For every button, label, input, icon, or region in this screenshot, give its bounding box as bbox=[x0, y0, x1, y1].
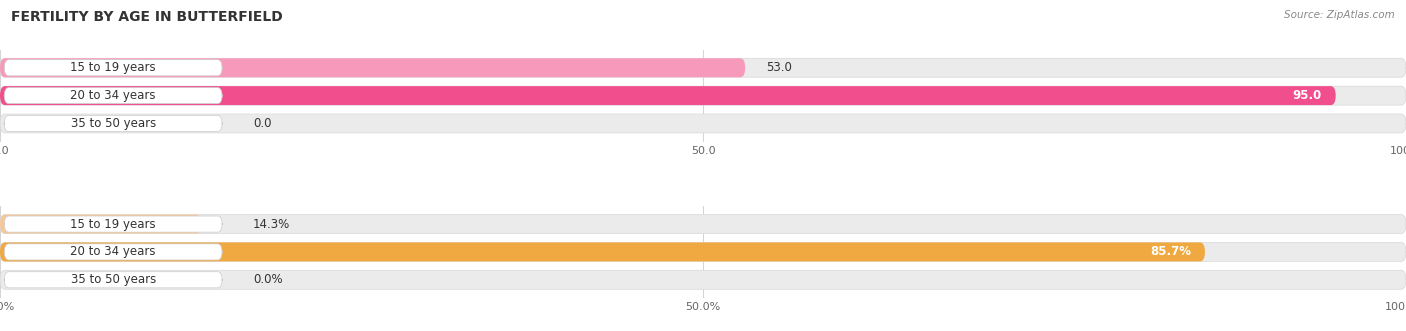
FancyBboxPatch shape bbox=[4, 116, 222, 131]
FancyBboxPatch shape bbox=[0, 214, 1406, 234]
FancyBboxPatch shape bbox=[0, 242, 1205, 261]
Text: 0.0: 0.0 bbox=[253, 117, 271, 130]
FancyBboxPatch shape bbox=[4, 216, 222, 232]
FancyBboxPatch shape bbox=[4, 60, 222, 76]
Text: 35 to 50 years: 35 to 50 years bbox=[70, 117, 156, 130]
Text: 85.7%: 85.7% bbox=[1150, 245, 1191, 259]
FancyBboxPatch shape bbox=[0, 86, 1336, 105]
Text: 20 to 34 years: 20 to 34 years bbox=[70, 89, 156, 102]
FancyBboxPatch shape bbox=[4, 88, 222, 104]
Text: 15 to 19 years: 15 to 19 years bbox=[70, 217, 156, 231]
Text: FERTILITY BY AGE IN BUTTERFIELD: FERTILITY BY AGE IN BUTTERFIELD bbox=[11, 10, 283, 24]
FancyBboxPatch shape bbox=[4, 244, 222, 260]
FancyBboxPatch shape bbox=[0, 58, 1406, 77]
FancyBboxPatch shape bbox=[0, 270, 1406, 289]
Text: 14.3%: 14.3% bbox=[253, 217, 290, 231]
FancyBboxPatch shape bbox=[4, 272, 222, 288]
FancyBboxPatch shape bbox=[0, 86, 1406, 105]
FancyBboxPatch shape bbox=[0, 114, 1406, 133]
Text: 53.0: 53.0 bbox=[766, 61, 792, 74]
FancyBboxPatch shape bbox=[0, 58, 745, 77]
FancyBboxPatch shape bbox=[0, 214, 201, 234]
FancyBboxPatch shape bbox=[0, 242, 1406, 261]
Text: 20 to 34 years: 20 to 34 years bbox=[70, 245, 156, 259]
Text: 35 to 50 years: 35 to 50 years bbox=[70, 273, 156, 286]
Text: 95.0: 95.0 bbox=[1292, 89, 1322, 102]
Text: 15 to 19 years: 15 to 19 years bbox=[70, 61, 156, 74]
Text: 0.0%: 0.0% bbox=[253, 273, 283, 286]
Text: Source: ZipAtlas.com: Source: ZipAtlas.com bbox=[1284, 10, 1395, 20]
